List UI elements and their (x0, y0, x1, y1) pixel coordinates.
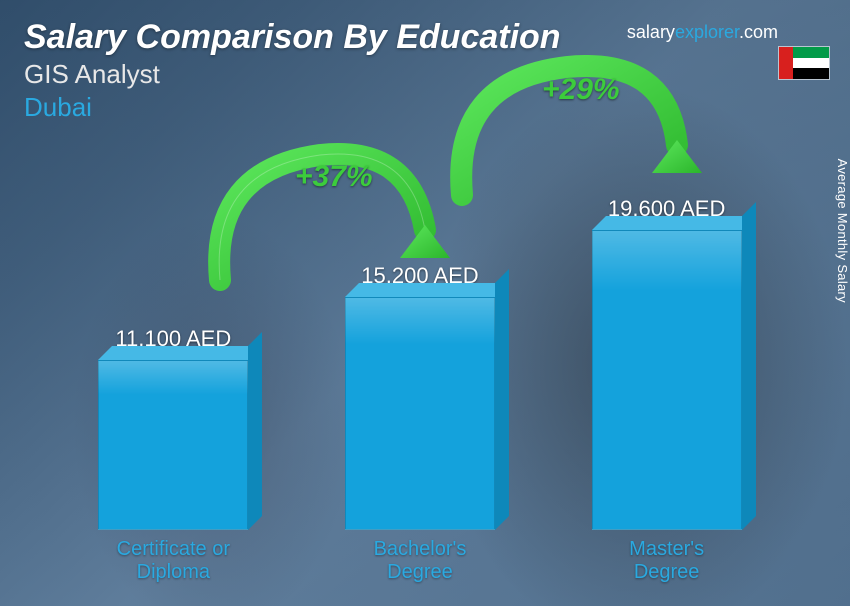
brand-part-1: salary (627, 22, 675, 42)
bar-3d-1 (345, 297, 495, 530)
bar-3d-2 (592, 230, 742, 530)
bar-front-face (345, 297, 495, 530)
bar-top-face (345, 283, 509, 297)
flag-bands (793, 47, 829, 79)
x-label-1: Bachelor'sDegree (320, 538, 520, 584)
bar-top-face (98, 346, 262, 360)
flag-band-green (793, 47, 829, 58)
brand-part-3: .com (739, 22, 778, 42)
bar-chart: 11,100 AED15,200 AED19,600 AED Certifica… (50, 150, 790, 584)
flag-band-black (793, 68, 829, 79)
bar-side-face (742, 202, 756, 530)
bar-front-face (98, 360, 248, 530)
bar-2: 19,600 AED (567, 196, 767, 530)
bar-side-face (248, 332, 262, 530)
bar-0: 11,100 AED (73, 326, 273, 530)
brand-logo: salaryexplorer.com (627, 22, 778, 43)
bar-1: 15,200 AED (320, 263, 520, 530)
bar-front-face (592, 230, 742, 530)
bar-side-face (495, 269, 509, 530)
x-label-2: Master'sDegree (567, 538, 767, 584)
x-label-0: Certificate orDiploma (73, 538, 273, 584)
brand-part-2: explorer (675, 22, 739, 42)
x-axis-labels: Certificate orDiploma Bachelor'sDegree Mas… (50, 538, 790, 584)
y-axis-label: Average Monthly Salary (835, 159, 850, 303)
bar-top-face (592, 216, 756, 230)
chart-location: Dubai (24, 92, 826, 123)
bars-container: 11,100 AED15,200 AED19,600 AED (50, 150, 790, 530)
uae-flag-icon (778, 46, 830, 80)
bar-3d-0 (98, 360, 248, 530)
chart-subtitle: GIS Analyst (24, 59, 826, 90)
flag-red-stripe (779, 47, 793, 79)
flag-band-white (793, 58, 829, 69)
